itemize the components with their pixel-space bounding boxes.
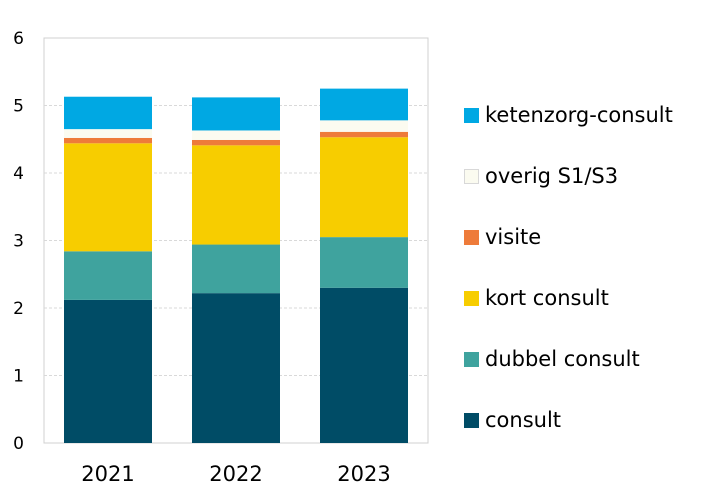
bar-segment-consult-2022 [192,293,280,443]
bar-segment-dubbel-consult-2021 [64,251,152,300]
bar-segment-visite-2022 [192,139,280,146]
y-tick-label: 1 [13,367,24,387]
bar-segment-ketenzorg-consult-2022 [192,97,280,131]
legend-item: ketenzorg-consult [464,100,673,130]
legend-label: dubbel consult [485,347,640,371]
y-axis-tick-labels: 0 1 2 3 4 5 6 [13,29,24,454]
x-tick-label: 2022 [209,462,262,486]
legend-label: ketenzorg-consult [485,103,673,127]
bar-segment-consult-2021 [64,299,152,443]
legend-item: consult [464,405,561,435]
legend-item: kort consult [464,283,609,313]
bar-segment-kort-consult-2022 [192,145,280,245]
bar-segment-kort-consult-2021 [64,143,152,252]
bar-segment-ketenzorg-consult-2023 [320,88,408,121]
bar-segment-consult-2023 [320,287,408,443]
y-tick-label: 4 [13,164,24,184]
legend-swatch [464,351,479,367]
bar-segment-dubbel-consult-2023 [320,237,408,288]
legend-swatch [464,290,479,306]
bar-segment-overig-s1-s3-2021 [64,129,152,138]
x-axis-tick-labels: 2021 2022 2023 [81,462,390,486]
legend-swatch [464,168,479,184]
y-tick-label: 5 [13,97,24,117]
x-tick-label: 2023 [337,462,390,486]
bars [64,88,408,443]
legend-item: dubbel consult [464,344,640,374]
legend-swatch [464,107,479,123]
legend-label: overig S1/S3 [485,164,619,188]
x-tick-label: 2021 [81,462,134,486]
y-tick-label: 3 [13,232,24,252]
legend-label: consult [485,408,562,432]
legend-item: visite [464,222,541,252]
bar-segment-overig-s1-s3-2023 [320,120,408,132]
y-tick-label: 2 [13,299,24,319]
legend-label: visite [485,225,542,249]
y-tick-label: 0 [13,434,24,454]
bar-segment-kort-consult-2023 [320,137,408,238]
legend-item: overig S1/S3 [464,161,618,191]
legend-swatch [464,412,479,428]
legend-swatch [464,229,479,245]
bar-segment-visite-2023 [320,131,408,138]
legend-label: kort consult [485,286,609,310]
bar-segment-visite-2021 [64,137,152,144]
y-tick-label: 6 [13,29,24,49]
bar-segment-overig-s1-s3-2022 [192,130,280,140]
bar-segment-dubbel-consult-2022 [192,244,280,294]
bar-segment-ketenzorg-consult-2021 [64,96,152,130]
